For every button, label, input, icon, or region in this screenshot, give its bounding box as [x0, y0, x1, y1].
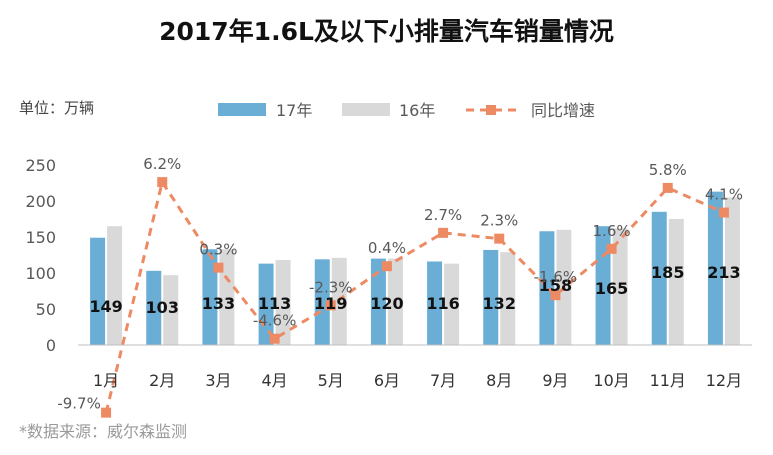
bar-value-label: 119: [314, 294, 347, 313]
y-tick-label: 0: [46, 336, 56, 355]
growth-marker: [438, 227, 449, 238]
growth-rate-label: -1.6%: [534, 268, 578, 286]
growth-rate-label: -4.6%: [253, 312, 297, 330]
bar-value-label: 120: [370, 294, 403, 313]
x-tick-label: 10月: [593, 371, 629, 390]
bar-value-label: 133: [202, 294, 235, 313]
bar-value-label: 103: [146, 298, 179, 317]
bar-17: [314, 259, 330, 345]
bar-16: [724, 197, 740, 345]
growth-marker: [213, 262, 224, 273]
legend-swatch-16: [342, 103, 390, 116]
bar-value-label: 165: [595, 279, 628, 298]
legend: 17年 16年 同比增速: [218, 101, 595, 120]
bar-value-label: 158: [539, 276, 572, 295]
bar-value-label: 213: [707, 263, 740, 282]
bar-16: [219, 249, 235, 345]
x-tick-label: 5月: [318, 371, 344, 390]
legend-marker-growth: [486, 105, 496, 115]
legend-swatch-17: [218, 103, 266, 116]
growth-rate-label: 0.3%: [199, 241, 237, 259]
growth-rate-label: 6.2%: [143, 155, 181, 173]
bar-16: [163, 275, 179, 345]
growth-rate-label: 2.7%: [424, 206, 462, 224]
growth-rate-label: 1.6%: [593, 222, 631, 240]
legend-label-17: 17年: [276, 101, 312, 120]
growth-marker: [325, 300, 336, 311]
growth-marker: [662, 182, 673, 193]
growth-line: [104, 178, 725, 414]
bar-17: [202, 249, 218, 345]
growth-marker: [101, 407, 112, 418]
bar-16: [331, 257, 347, 345]
bar-17: [539, 231, 555, 345]
y-tick-label: 50: [36, 300, 56, 319]
y-tick-label: 150: [25, 228, 56, 247]
x-tick-label: 12月: [706, 371, 742, 390]
growth-marker: [718, 207, 729, 218]
bar-16: [107, 226, 123, 345]
bar-17: [370, 258, 386, 345]
x-tick-label: 3月: [205, 371, 231, 390]
bar-17: [427, 261, 443, 345]
x-tick-label: 11月: [650, 371, 686, 390]
x-tick-label: 7月: [430, 371, 456, 390]
y-axis: 0 50 100 150 200 250: [25, 156, 56, 355]
growth-marker: [269, 333, 280, 344]
bar-value-label: 149: [89, 297, 122, 316]
x-tick-label: 8月: [486, 371, 512, 390]
y-tick-label: 200: [25, 192, 56, 211]
x-axis: 1月 2月 3月 4月 5月 6月 7月 8月 9月 10月 11月 12月: [78, 344, 752, 390]
bar-value-label: 116: [426, 294, 459, 313]
unit-label: 单位：万辆: [19, 99, 95, 117]
bar-17: [651, 211, 667, 345]
bars: [90, 191, 740, 345]
growth-line-group: [101, 177, 729, 418]
bar-16: [275, 260, 291, 345]
growth-marker: [157, 177, 168, 188]
bar-16: [444, 263, 460, 345]
growth-marker: [550, 290, 561, 301]
x-tick-label: 1月: [93, 371, 119, 390]
x-tick-label: 4月: [261, 371, 287, 390]
growth-rate-label: 2.3%: [480, 212, 518, 230]
x-tick-label: 2月: [149, 371, 175, 390]
source-note: *数据来源：威尔森监测: [19, 422, 188, 441]
bar-value-label: 185: [651, 263, 684, 282]
growth-rate-label: 4.1%: [705, 186, 743, 204]
growth-rate-label: -2.3%: [309, 278, 353, 296]
bar-value-label: 113: [258, 294, 291, 313]
bar-17: [146, 270, 162, 345]
bar-17: [483, 249, 499, 345]
bar-16: [612, 228, 628, 345]
growth-rate-label: 5.8%: [649, 161, 687, 179]
growth-rate-label: 0.4%: [368, 239, 406, 257]
bar-16: [500, 252, 516, 345]
growth-rate-label: -9.7%: [57, 395, 101, 413]
value-labels: 149 -9.7% 103 6.2% 133 0.3% 113-4.6% 119-2.3% 12…: [57, 155, 743, 413]
chart-title: 2017年1.6L及以下小排量汽车销量情况: [159, 17, 614, 46]
legend-label-growth: 同比增速: [531, 101, 595, 120]
bar-16: [387, 258, 403, 345]
bar-17: [90, 237, 106, 345]
growth-marker: [606, 243, 617, 254]
y-tick-label: 250: [25, 156, 56, 175]
legend-label-16: 16年: [399, 101, 435, 120]
bar-17: [595, 226, 611, 345]
y-tick-label: 100: [25, 264, 56, 283]
growth-marker: [494, 233, 505, 244]
bar-17: [707, 191, 723, 345]
bar-value-label: 132: [483, 294, 516, 313]
bar-16: [668, 219, 684, 345]
x-tick-label: 9月: [542, 371, 568, 390]
x-tick-label: 6月: [374, 371, 400, 390]
growth-marker: [381, 261, 392, 272]
